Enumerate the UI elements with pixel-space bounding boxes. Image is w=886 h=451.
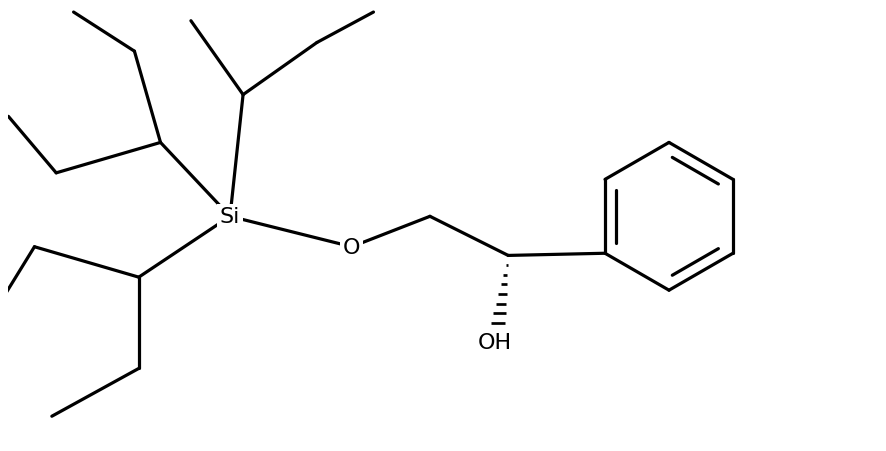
Text: OH: OH [478, 332, 512, 353]
Text: O: O [343, 237, 361, 257]
Text: Si: Si [220, 207, 240, 227]
